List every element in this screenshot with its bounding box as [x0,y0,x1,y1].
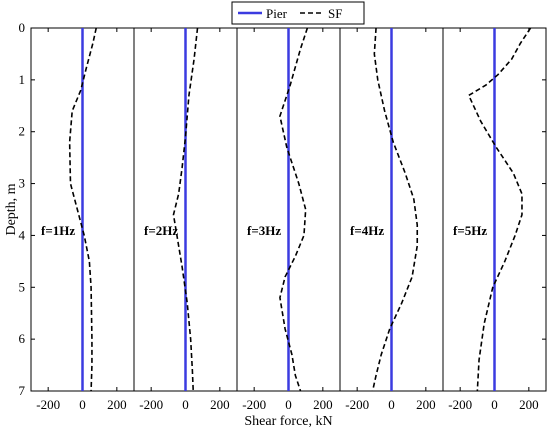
y-tick-label: 0 [19,20,26,35]
sf-line [172,27,199,392]
y-tick-label: 7 [19,383,26,398]
sf-line [467,27,532,392]
panel-label: f=3Hz [247,223,281,238]
x-tick-label: 200 [107,397,127,412]
y-tick-label: 2 [19,124,26,139]
y-tick-label: 1 [19,72,26,87]
x-tick-label: 200 [416,397,436,412]
x-axis-label: Shear force, kN [244,414,332,429]
x-tick-label: -200 [139,397,163,412]
x-tick-label: 0 [388,397,395,412]
x-tick-label: 200 [210,397,230,412]
y-tick-label: 6 [19,331,26,346]
panel-label: f=1Hz [41,223,75,238]
y-tick-label: 3 [19,176,26,191]
x-tick-label: 0 [285,397,292,412]
x-tick-label: 200 [313,397,333,412]
x-tick-label: -200 [345,397,369,412]
x-tick-label: 200 [519,397,539,412]
y-tick-label: 4 [19,227,26,242]
legend-label-sf: SF [328,6,342,21]
x-tick-label: 0 [491,397,498,412]
panel-label: f=5Hz [453,223,487,238]
panel-label: f=4Hz [350,223,384,238]
x-tick-label: -200 [448,397,472,412]
sf-line [68,27,98,392]
x-tick-label: 0 [79,397,86,412]
sf-line [371,27,419,392]
legend-box [231,1,365,25]
sf-line [279,27,309,392]
panel-label: f=2Hz [144,223,178,238]
x-tick-label: 0 [182,397,189,412]
y-axis-label: Depth, m [4,183,19,235]
y-tick-label: 5 [19,279,26,294]
x-tick-label: -200 [36,397,60,412]
x-tick-label: -200 [242,397,266,412]
legend-label-pier: Pier [266,6,288,21]
